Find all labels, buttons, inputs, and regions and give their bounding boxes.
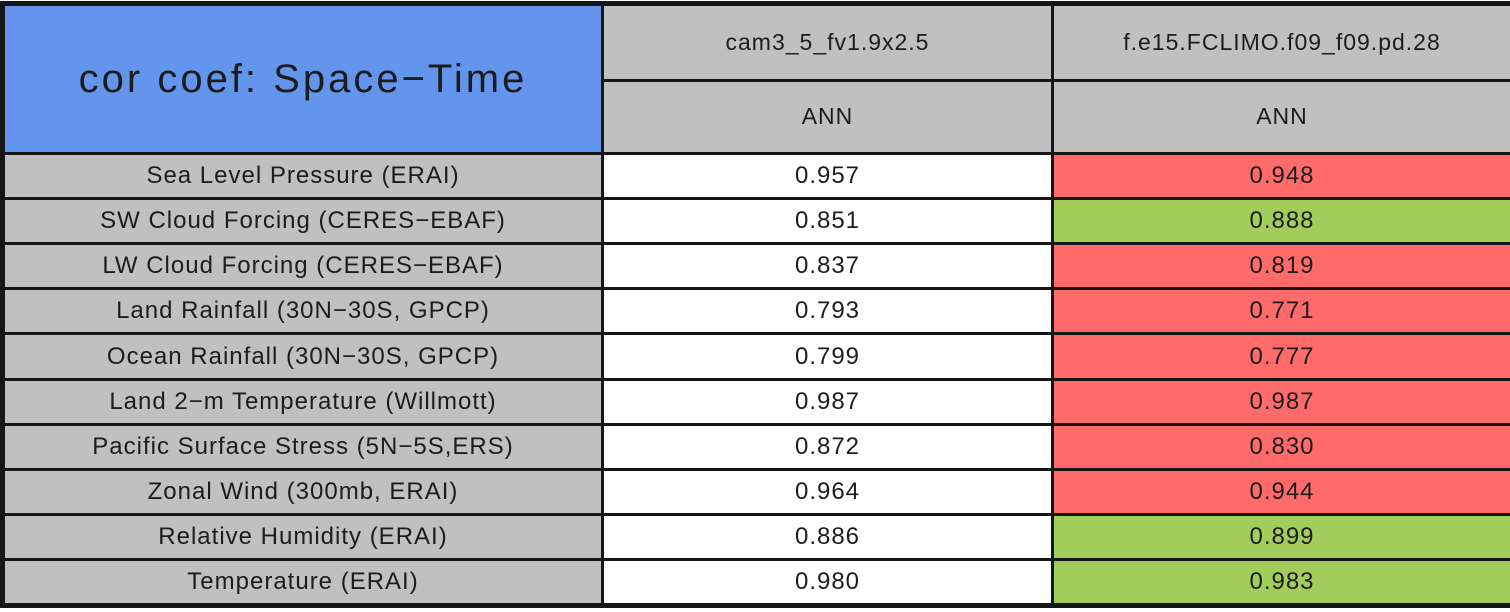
header-row-models: cor coef: Space−Time cam3_5_fv1.9x2.5 f.… [3,4,1510,81]
value-cell: 0.983 [1053,559,1510,605]
value-cell: 0.987 [603,379,1053,424]
season-header-model-1: ANN [603,80,1053,154]
table-row: Land 2−m Temperature (Willmott) 0.987 0.… [3,379,1510,424]
table-row: Temperature (ERAI) 0.980 0.983 [3,559,1510,605]
value-cell: 0.771 [1053,289,1510,334]
value-cell: 0.888 [1053,199,1510,244]
row-label: Temperature (ERAI) [3,559,603,605]
value-cell: 0.819 [1053,244,1510,289]
table-row: Relative Humidity (ERAI) 0.886 0.899 [3,514,1510,559]
value-cell: 0.980 [603,559,1053,605]
value-cell: 0.964 [603,469,1053,514]
value-cell: 0.830 [1053,424,1510,469]
value-cell: 0.886 [603,514,1053,559]
row-label: Ocean Rainfall (30N−30S, GPCP) [3,334,603,379]
column-header-model-2: f.e15.FCLIMO.f09_f09.pd.28 [1053,4,1510,81]
row-label: Zonal Wind (300mb, ERAI) [3,469,603,514]
row-label: LW Cloud Forcing (CERES−EBAF) [3,244,603,289]
row-label: Land 2−m Temperature (Willmott) [3,379,603,424]
value-cell: 0.948 [1053,154,1510,199]
table-row: Land Rainfall (30N−30S, GPCP) 0.793 0.77… [3,289,1510,334]
table-row: SW Cloud Forcing (CERES−EBAF) 0.851 0.88… [3,199,1510,244]
column-header-model-1: cam3_5_fv1.9x2.5 [603,4,1053,81]
season-header-model-2: ANN [1053,80,1510,154]
table-title: cor coef: Space−Time [3,4,603,154]
table-row: Pacific Surface Stress (5N−5S,ERS) 0.872… [3,424,1510,469]
table-row: Sea Level Pressure (ERAI) 0.957 0.948 [3,154,1510,199]
table-row: Zonal Wind (300mb, ERAI) 0.964 0.944 [3,469,1510,514]
value-cell: 0.799 [603,334,1053,379]
row-label: Pacific Surface Stress (5N−5S,ERS) [3,424,603,469]
value-cell: 0.944 [1053,469,1510,514]
table-row: Ocean Rainfall (30N−30S, GPCP) 0.799 0.7… [3,334,1510,379]
row-label: Relative Humidity (ERAI) [3,514,603,559]
value-cell: 0.987 [1053,379,1510,424]
value-cell: 0.899 [1053,514,1510,559]
value-cell: 0.777 [1053,334,1510,379]
value-cell: 0.837 [603,244,1053,289]
row-label: SW Cloud Forcing (CERES−EBAF) [3,199,603,244]
table-row: LW Cloud Forcing (CERES−EBAF) 0.837 0.81… [3,244,1510,289]
row-label: Sea Level Pressure (ERAI) [3,154,603,199]
value-cell: 0.851 [603,199,1053,244]
value-cell: 0.872 [603,424,1053,469]
value-cell: 0.793 [603,289,1053,334]
row-label: Land Rainfall (30N−30S, GPCP) [3,289,603,334]
value-cell: 0.957 [603,154,1053,199]
